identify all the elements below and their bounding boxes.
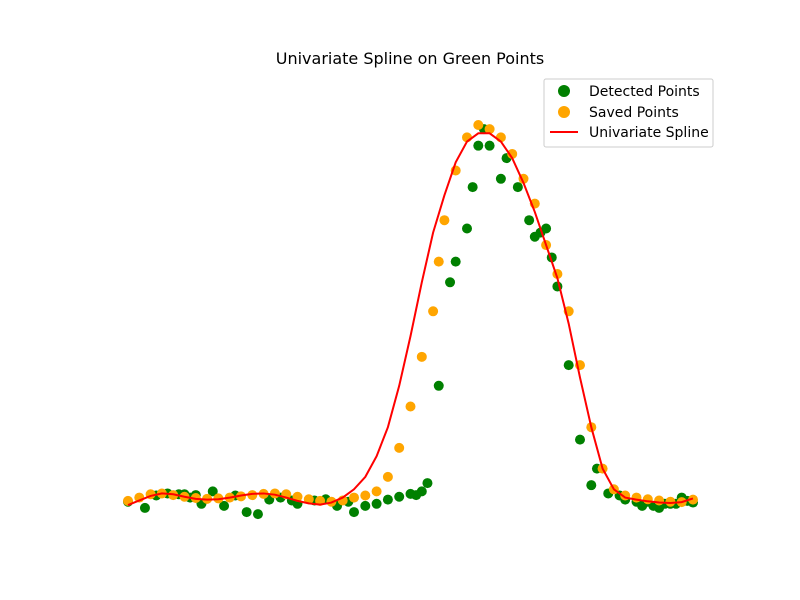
detected-point (252, 509, 263, 520)
saved-point (428, 306, 439, 317)
saved-point (303, 494, 314, 505)
detected-point (416, 486, 427, 497)
saved-point (688, 494, 698, 505)
detected-point (541, 223, 552, 234)
detected-point (473, 140, 484, 151)
saved-point (349, 492, 359, 503)
saved-point (473, 119, 484, 130)
detected-point (462, 223, 472, 234)
detected-point (563, 360, 574, 371)
legend-label-spline: Univariate Spline (589, 125, 709, 141)
detected-point (207, 486, 218, 497)
detected-point (371, 498, 382, 509)
detected-point (575, 434, 585, 445)
saved-point (665, 496, 676, 507)
detected-point (241, 507, 252, 518)
detected-point (360, 500, 371, 511)
detected-point (445, 277, 456, 288)
saved-point (360, 490, 371, 501)
plot-area (123, 119, 698, 520)
detected-point (450, 256, 461, 267)
saved-point (439, 215, 450, 226)
detected-point (495, 173, 506, 184)
detected-point (512, 182, 523, 193)
saved-point (416, 351, 427, 362)
saved-point (371, 486, 382, 497)
saved-point (405, 401, 416, 412)
saved-point (394, 442, 405, 453)
spline-line (127, 132, 694, 506)
detected-point (394, 491, 405, 502)
detected-point (219, 500, 230, 511)
saved-point (382, 471, 393, 482)
saved-point (247, 490, 258, 501)
detected-point (524, 215, 535, 226)
legend-box (543, 78, 714, 148)
legend-marker-detected (558, 85, 570, 97)
detected-point (349, 507, 359, 518)
legend: Detected Points Saved Points Univariate … (543, 78, 714, 148)
detected-point (433, 380, 444, 391)
detected-point (382, 494, 393, 505)
legend-label-detected: Detected Points (589, 84, 700, 100)
chart-title: Univariate Spline on Green Points (276, 49, 545, 68)
detected-point (586, 480, 597, 491)
legend-label-saved: Saved Points (589, 105, 679, 121)
saved-point (484, 124, 495, 135)
saved-point (642, 494, 653, 505)
saved-point (654, 495, 665, 506)
spline-layer (127, 132, 694, 506)
detected-point (484, 140, 495, 151)
saved-point (507, 148, 518, 159)
legend-marker-saved (558, 106, 570, 118)
saved-point (433, 256, 444, 267)
detected-point (467, 182, 478, 193)
detected-point (139, 502, 150, 513)
detected-point (422, 478, 433, 489)
